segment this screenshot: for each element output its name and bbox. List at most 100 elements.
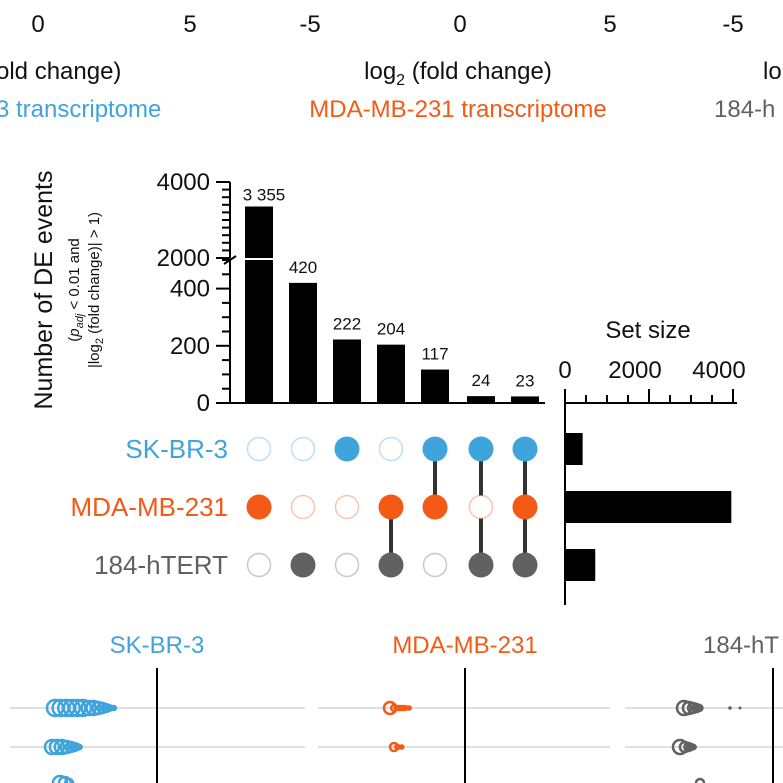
bottom-panel-title: SK-BR-3 bbox=[110, 632, 205, 659]
y-tick-label: 2000 bbox=[157, 245, 210, 272]
matrix-dot-filled bbox=[422, 436, 448, 462]
bottom-dot bbox=[691, 702, 702, 714]
y-axis-sublabel: |log2 (fold change)| > 1) bbox=[86, 212, 106, 368]
matrix-dot-empty bbox=[290, 436, 316, 462]
top-strip: 0 5 -5 0 5 -5 old change) log2 (fold change) lo 3… bbox=[0, 11, 782, 123]
bottom-dot bbox=[694, 777, 706, 783]
bottom-dot bbox=[96, 701, 109, 715]
bar bbox=[511, 396, 539, 403]
set-row-label: SK-BR-3 bbox=[125, 434, 228, 464]
bottom-dot bbox=[399, 744, 405, 750]
top-tick-label: -5 bbox=[722, 11, 743, 38]
bottom-dot bbox=[51, 774, 69, 783]
bar-value-label: 204 bbox=[377, 320, 405, 339]
bottom-dot bbox=[59, 739, 74, 755]
matrix-dot-empty bbox=[378, 436, 404, 462]
y-tick-label: 0 bbox=[197, 390, 210, 417]
top-axis-label: lo bbox=[763, 58, 782, 85]
set-row-label: MDA-MB-231 bbox=[71, 492, 228, 522]
bottom-dot bbox=[48, 738, 66, 756]
bar-value-label: 420 bbox=[289, 258, 317, 277]
matrix-dot-filled bbox=[512, 436, 538, 462]
bottom-dot bbox=[85, 699, 102, 717]
top-tick-label: -5 bbox=[299, 11, 320, 38]
y-tick-label: 200 bbox=[170, 333, 210, 360]
top-panel-title: 184-h bbox=[714, 96, 775, 123]
bar-value-label: 117 bbox=[421, 345, 448, 364]
bottom-dot bbox=[57, 775, 73, 783]
set-size-chart: Set size 0 2000 4000 bbox=[558, 317, 746, 605]
matrix-dot-filled bbox=[378, 494, 404, 520]
matrix-dot-empty bbox=[422, 552, 448, 578]
bottom-dot bbox=[91, 700, 106, 716]
top-tick-label: 5 bbox=[603, 11, 616, 38]
intersection-matrix: SK-BR-3 MDA-MB-231 184-hTERT bbox=[71, 434, 538, 580]
y-axis-sublabel: (padj < 0.01 and bbox=[66, 238, 86, 342]
bottom-dot bbox=[738, 706, 742, 710]
matrix-dot-empty bbox=[246, 552, 272, 578]
upset-bar-chart: 0 200 400 2000 4000 Number of DE events (padj … bbox=[30, 169, 545, 417]
matrix-dot-filled bbox=[512, 552, 538, 578]
bar bbox=[377, 344, 405, 403]
bottom-dot bbox=[80, 699, 97, 717]
set-size-tick-label: 2000 bbox=[608, 357, 661, 384]
matrix-dot-empty bbox=[334, 552, 360, 578]
bottom-dot bbox=[53, 738, 71, 756]
bottom-dot bbox=[695, 703, 704, 713]
bottom-dot bbox=[406, 705, 412, 711]
bottom-dot bbox=[76, 743, 83, 751]
set-size-tick-label: 0 bbox=[558, 357, 571, 384]
bar bbox=[245, 260, 273, 403]
bottom-dot bbox=[73, 698, 93, 718]
matrix-dot-filled bbox=[468, 436, 494, 462]
bottom-dot bbox=[43, 738, 61, 756]
bottom-dot bbox=[110, 704, 118, 712]
bar bbox=[467, 396, 495, 403]
top-tick-label: 0 bbox=[31, 11, 44, 38]
top-panel-title: MDA-MB-231 transcriptome bbox=[309, 96, 606, 123]
matrix-dot-filled bbox=[468, 552, 494, 578]
bottom-dot bbox=[728, 706, 732, 710]
top-panel-title: 3 transcriptome bbox=[0, 96, 161, 123]
bottom-dot bbox=[62, 698, 82, 718]
set-size-title: Set size bbox=[605, 317, 690, 344]
y-tick-label: 4000 bbox=[157, 169, 210, 196]
bottom-dot bbox=[64, 740, 78, 754]
set-size-bar bbox=[565, 433, 583, 465]
bottom-dot bbox=[675, 699, 693, 717]
bar bbox=[333, 339, 361, 403]
matrix-dot-empty bbox=[246, 436, 272, 462]
matrix-dot-filled bbox=[378, 552, 404, 578]
set-size-tick-label: 4000 bbox=[692, 357, 745, 384]
matrix-dot-filled bbox=[422, 494, 448, 520]
top-axis-label: log2 (fold change) bbox=[364, 58, 552, 89]
bottom-dot bbox=[686, 701, 700, 715]
y-axis-label: Number of DE events bbox=[30, 171, 58, 410]
bar bbox=[245, 206, 273, 258]
bar-value-label: 222 bbox=[333, 315, 361, 334]
matrix-dot-empty bbox=[468, 494, 494, 520]
bar bbox=[289, 282, 317, 403]
bottom-panel-title: MDA-MB-231 bbox=[392, 632, 537, 659]
bottom-panels: SK-BR-3 MDA-MB-231 184-hT bbox=[10, 632, 783, 783]
matrix-dot-filled bbox=[334, 436, 360, 462]
set-size-bar bbox=[565, 549, 596, 581]
bottom-dot bbox=[63, 777, 75, 783]
bottom-panel-title: 184-hT bbox=[703, 632, 779, 659]
matrix-dot-empty bbox=[334, 494, 360, 520]
top-tick-label: 5 bbox=[183, 11, 196, 38]
bottom-dot bbox=[681, 700, 697, 716]
bar-value-label: 3 355 bbox=[243, 186, 286, 205]
y-tick-label: 400 bbox=[170, 276, 210, 303]
bottom-dot bbox=[72, 742, 82, 752]
bottom-dot bbox=[690, 743, 697, 751]
matrix-dot-filled bbox=[246, 494, 272, 520]
bottom-dot bbox=[678, 740, 692, 754]
top-tick-label: 0 bbox=[453, 11, 466, 38]
matrix-dot-filled bbox=[512, 494, 538, 520]
top-axis-label: old change) bbox=[0, 58, 121, 85]
matrix-dot-empty bbox=[290, 494, 316, 520]
bar-value-label: 23 bbox=[516, 371, 535, 390]
bottom-dot bbox=[686, 742, 696, 752]
